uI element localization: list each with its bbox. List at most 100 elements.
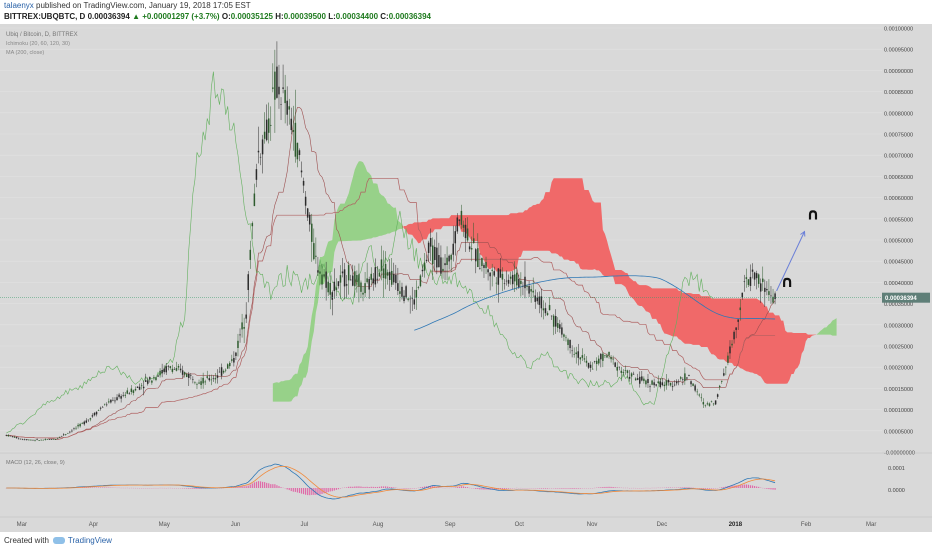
candle-body[interactable] [641,376,643,381]
candle-body[interactable] [48,439,51,440]
candle-body[interactable] [677,381,680,383]
candle-body[interactable] [58,436,61,438]
candle-body[interactable] [288,106,290,110]
chart-svg[interactable]: ∩∩ 0.001000000.000950000.000900000.00085… [0,24,932,532]
candle-body[interactable] [229,362,231,367]
candle-body[interactable] [575,352,577,355]
candle-body[interactable] [546,313,549,315]
candle-body[interactable] [532,290,534,293]
candle-body[interactable] [50,439,53,440]
candle-body[interactable] [552,315,555,327]
candle-body[interactable] [499,269,502,278]
candle-body[interactable] [526,286,528,287]
candle-body[interactable] [630,373,633,377]
candle-body[interactable] [440,257,442,274]
candle-body[interactable] [11,436,14,438]
candle-body[interactable] [497,268,500,285]
candle-body[interactable] [559,324,561,329]
candle-body[interactable] [190,374,192,376]
candle-body[interactable] [571,350,573,352]
candle-body[interactable] [739,307,741,311]
candle-body[interactable] [73,428,75,429]
author-link[interactable]: talaenyx [4,1,34,10]
candle-body[interactable] [231,359,233,361]
candle-body[interactable] [278,86,280,95]
candle-body[interactable] [434,246,436,261]
candle-body[interactable] [233,358,235,363]
candle-body[interactable] [636,378,639,380]
candle-body[interactable] [386,272,389,276]
candle-body[interactable] [407,298,409,300]
candle-body[interactable] [183,372,186,375]
candle-body[interactable] [89,418,92,420]
candle-body[interactable] [741,292,744,298]
candle-body[interactable] [764,287,766,292]
candle-body[interactable] [263,131,266,139]
candle-body[interactable] [710,401,713,403]
candle-body[interactable] [755,273,758,279]
candle-body[interactable] [241,322,243,330]
candle-body[interactable] [372,278,375,284]
candle-body[interactable] [690,381,692,385]
candle-body[interactable] [333,281,336,292]
candle-body[interactable] [696,391,698,393]
candle-body[interactable] [403,295,405,302]
candle-body[interactable] [270,124,272,126]
candle-body[interactable] [411,297,413,299]
candle-body[interactable] [142,386,145,389]
candle-body[interactable] [46,439,49,440]
candle-body[interactable] [165,366,167,373]
candle-body[interactable] [567,339,569,346]
candle-body[interactable] [438,255,440,268]
candle-body[interactable] [222,370,225,373]
candle-body[interactable] [444,263,446,266]
candle-body[interactable] [485,262,487,269]
candle-body[interactable] [768,291,770,295]
candle-body[interactable] [536,297,539,302]
candle-body[interactable] [399,291,401,294]
candle-body[interactable] [364,283,366,294]
candle-body[interactable] [737,319,739,322]
candle-body[interactable] [708,403,711,406]
candle-body[interactable] [83,421,85,425]
candle-body[interactable] [44,439,47,440]
candle-body[interactable] [161,370,163,374]
candle-body[interactable] [472,238,475,244]
candle-body[interactable] [177,366,180,368]
candle-body[interactable] [721,380,723,382]
candle-body[interactable] [731,343,733,346]
candle-body[interactable] [770,295,772,297]
candle-body[interactable] [663,384,666,387]
candle-body[interactable] [366,278,368,283]
tradingview-brand-link[interactable]: TradingView [67,536,112,545]
candle-body[interactable] [149,377,151,380]
candle-body[interactable] [743,281,746,283]
candle-body[interactable] [614,362,616,367]
candle-body[interactable] [468,246,471,250]
candle-body[interactable] [71,430,73,432]
candle-body[interactable] [153,377,155,379]
candle-body[interactable] [509,276,512,279]
candle-body[interactable] [587,362,590,368]
candle-body[interactable] [682,379,684,380]
candle-body[interactable] [95,411,98,415]
candle-body[interactable] [69,431,71,433]
candle-body[interactable] [239,334,241,336]
candle-body[interactable] [667,380,670,383]
candle-body[interactable] [325,271,327,288]
candle-body[interactable] [352,275,354,286]
candle-body[interactable] [442,268,444,272]
candle-body[interactable] [694,385,696,391]
candle-body[interactable] [427,242,430,254]
candle-body[interactable] [204,381,206,383]
candle-body[interactable] [649,386,651,388]
symbol-label[interactable]: BITTREX:UBQBTC, D [4,12,86,21]
candle-body[interactable] [99,407,102,409]
candle-body[interactable] [616,366,618,371]
candle-body[interactable] [173,369,176,370]
candle-body[interactable] [380,259,383,271]
candle-body[interactable] [429,237,432,247]
candle-body[interactable] [116,397,118,401]
candle-body[interactable] [321,274,323,285]
candle-body[interactable] [358,274,360,287]
